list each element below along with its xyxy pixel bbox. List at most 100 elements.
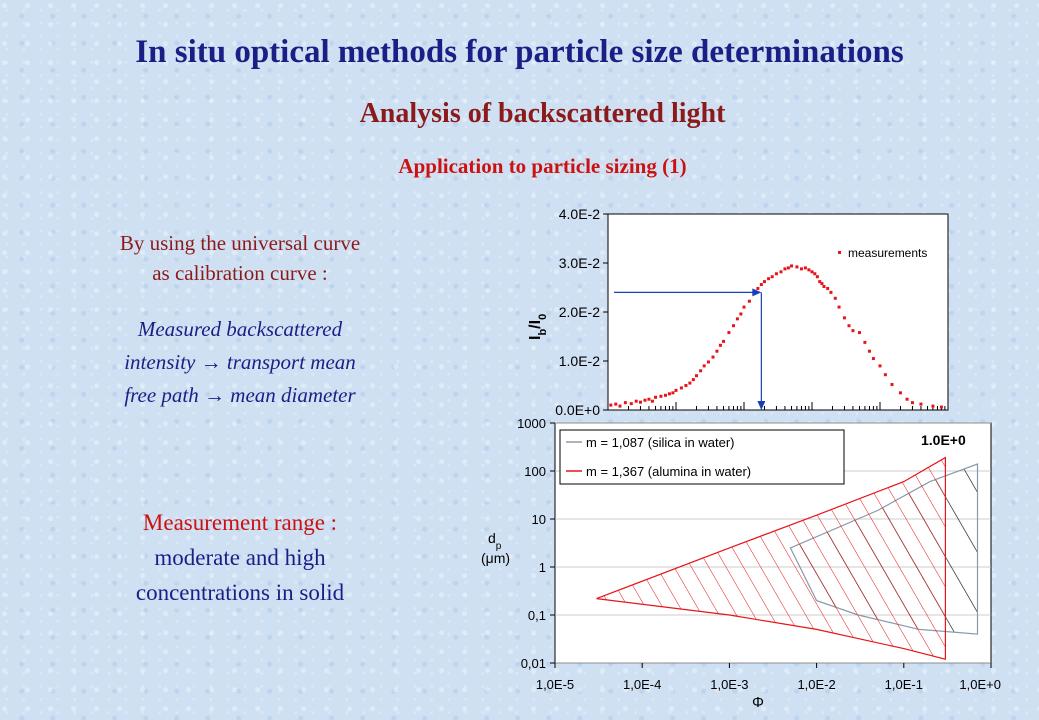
measurement-point <box>833 296 837 300</box>
chain-line-3: free path → mean diameter <box>55 379 425 412</box>
size-range-y-ticks: 0,01 0,1 1 10 100 1000 <box>517 416 555 671</box>
measurement-point <box>684 384 688 387</box>
measurement-point <box>691 378 695 382</box>
measurement-point <box>815 275 819 279</box>
size-range-areas <box>596 456 979 660</box>
chain-line-1: Measured backscattered <box>137 317 343 341</box>
y-tick-label: 1000 <box>517 416 546 431</box>
measurement-point <box>820 282 824 286</box>
measurement-point <box>803 266 807 270</box>
measurement-point <box>706 360 710 364</box>
y-tick-label: 10 <box>532 512 546 527</box>
measurement-point <box>694 374 698 378</box>
measurement-point <box>702 364 706 368</box>
measurement-point <box>770 275 774 279</box>
measurement-point <box>858 331 862 335</box>
measurement-point <box>623 401 627 405</box>
measurement-point <box>715 349 719 353</box>
section-title: Application to particle sizing (1) <box>398 154 687 178</box>
y-tick-label: 0,1 <box>528 608 546 623</box>
y-tick-label: 1.0E-2 <box>559 353 600 369</box>
y-tick-label: 0.0E+0 <box>555 402 600 418</box>
measurement-point <box>688 381 692 385</box>
measurement-point <box>727 331 731 335</box>
x-tick-label: 1,0E+0 <box>959 677 1001 692</box>
measurement-point <box>799 267 803 271</box>
backscatter-x-ticks <box>607 402 946 410</box>
calibration-line-2: as calibration curve : <box>152 261 328 285</box>
measurement-point <box>822 285 826 289</box>
measurement-point <box>663 393 667 397</box>
calibration-line-1: By using the universal curve <box>119 231 361 255</box>
measurement-point <box>618 404 622 408</box>
measurement-point <box>871 357 875 361</box>
backscatter-chart: 0.0E+0 1.0E-2 2.0E-2 3.0E-2 4.0E-2 measureme… <box>527 206 949 418</box>
measurement-point <box>756 286 760 290</box>
measurement-point <box>767 277 771 281</box>
measurement-point <box>779 270 783 274</box>
measurement-point <box>786 266 790 270</box>
chain-intensity: intensity <box>124 350 196 374</box>
measurement-point <box>813 272 817 276</box>
measurement-point <box>905 397 909 401</box>
y-tick-label: 2.0E-2 <box>559 304 600 320</box>
measurement-point <box>739 312 743 316</box>
backscatter-points <box>609 264 943 409</box>
range-line-3: concentrations in solid <box>135 580 345 605</box>
measurement-point <box>735 317 739 321</box>
calibration-arrows <box>614 288 766 410</box>
backscatter-legend: measurements <box>830 244 946 264</box>
alumina-range-area <box>596 456 947 660</box>
chain-line-2: intensity → transport mean <box>55 346 425 379</box>
measurement-point <box>790 264 794 268</box>
measurement-point <box>898 391 902 395</box>
measurement-point <box>643 398 647 402</box>
range-line-2: moderate and high <box>154 545 326 570</box>
measurement-point <box>647 397 651 401</box>
measurement-point <box>674 388 678 392</box>
measurement-range-text: Measurement range : moderate and high co… <box>55 505 425 610</box>
measurement-point <box>679 386 683 390</box>
intensity-arrowhead <box>752 288 762 297</box>
measurement-point <box>939 405 943 409</box>
backscatter-y-label: Ib/I0 <box>527 314 549 340</box>
chain-diameter: mean diameter <box>230 383 356 407</box>
measurement-point <box>718 343 722 347</box>
legend-marker <box>838 251 841 254</box>
measurement-point <box>851 329 855 333</box>
measurement-point <box>818 280 822 284</box>
page-subtitle: Analysis of backscattered light <box>359 98 726 129</box>
size-range-x-ticks: 1,0E-5 1,0E-4 1,0E-3 1,0E-2 1,0E-1 1,0E+0 <box>536 663 1001 692</box>
measurement-point <box>883 373 887 377</box>
corner-label: 1.0E+0 <box>921 432 966 448</box>
measurement-point <box>837 305 841 309</box>
measurement-point <box>863 340 867 344</box>
measurement-point <box>747 299 751 303</box>
measurement-point <box>931 404 935 408</box>
x-tick-label: 1,0E-5 <box>536 677 574 692</box>
legend-alumina: m = 1,367 (alumina in water) <box>586 464 751 479</box>
page-title: In situ optical methods for particle siz… <box>135 34 904 70</box>
measurement-point <box>759 283 763 287</box>
measurement-point <box>629 402 633 406</box>
measurement-point <box>762 280 766 284</box>
measurement-point <box>829 290 833 294</box>
measurement-point <box>890 383 894 387</box>
measurement-point <box>807 268 811 272</box>
measurement-point <box>847 324 851 328</box>
measurement-point <box>810 270 814 274</box>
measurement-point <box>842 316 846 320</box>
size-y-label: dp <box>488 530 502 552</box>
y-tick-label: 1 <box>539 560 546 575</box>
arrow-icon: → <box>200 350 222 374</box>
size-range-legend: m = 1,087 (silica in water) m = 1,367 (a… <box>559 429 845 485</box>
measurement-point <box>783 267 787 271</box>
measurement-point <box>711 355 715 359</box>
measurement-point <box>638 400 642 404</box>
x-tick-label: 1,0E-2 <box>797 677 835 692</box>
measurement-point <box>867 349 871 353</box>
measurement-point <box>774 272 778 276</box>
measurement-point <box>671 391 675 395</box>
measurement-point <box>667 392 671 396</box>
measurement-point <box>910 401 914 405</box>
